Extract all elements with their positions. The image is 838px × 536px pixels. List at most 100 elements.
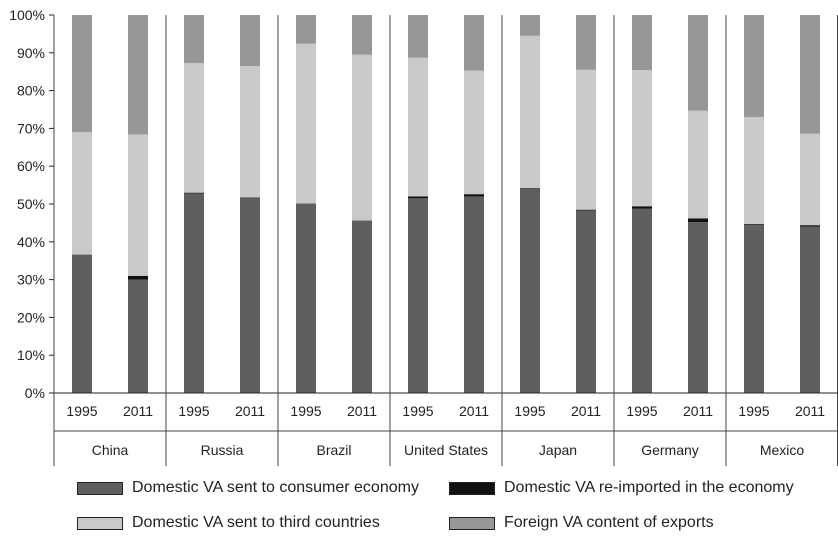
bar-segment-foreign-4 <box>296 15 316 44</box>
legend-swatch-reimported <box>449 481 495 495</box>
y-tick-label: 60% <box>17 158 45 174</box>
bar-segment-consumer-4 <box>296 204 316 393</box>
x-tick-label-year: 2011 <box>459 403 489 419</box>
bar-segment-consumer-10 <box>632 208 652 393</box>
legend-swatch-foreign <box>449 516 495 530</box>
bar-segment-third-countries-6 <box>408 57 428 197</box>
x-tick-label-year: 1995 <box>66 403 97 419</box>
legend-item-third-countries: Domestic VA sent to third countries <box>77 514 380 532</box>
bar-segment-consumer-9 <box>576 210 596 393</box>
legend-label-reimported: Domestic VA re-imported in the economy <box>504 479 794 496</box>
bar-segment-third-countries-1 <box>128 134 148 276</box>
x-tick-label-year: 2011 <box>347 403 377 419</box>
bar-segment-foreign-0 <box>72 15 92 133</box>
x-tick-label-year: 1995 <box>178 403 209 419</box>
bar-segment-reimported-3 <box>240 197 260 199</box>
bar-segment-foreign-7 <box>464 15 484 71</box>
bar-segment-consumer-13 <box>800 226 820 393</box>
x-tick-label-year: 1995 <box>626 403 657 419</box>
bar-segment-reimported-1 <box>128 275 148 280</box>
bar-segment-third-countries-2 <box>184 63 204 193</box>
bar-segment-reimported-2 <box>184 192 204 194</box>
bar-segment-third-countries-12 <box>744 117 764 225</box>
bar-segment-foreign-2 <box>184 15 204 64</box>
legend-label-third-countries: Domestic VA sent to third countries <box>132 514 380 531</box>
x-group-label: United States <box>404 442 488 458</box>
y-tick-label: 90% <box>17 45 45 61</box>
stacked-bar-chart: 0% 10% 20% 30% 40% 50% 60% 70% 80% 90% 100% 1995 201… <box>9 7 838 466</box>
x-tick-label-year: 1995 <box>738 403 769 419</box>
bar-segment-foreign-1 <box>128 15 148 135</box>
y-tick-label: 70% <box>17 120 45 136</box>
y-tick-label: 40% <box>17 234 45 250</box>
bar-segment-reimported-6 <box>408 196 428 199</box>
bar-segment-consumer-8 <box>520 188 540 393</box>
bar-segment-consumer-0 <box>72 255 92 393</box>
bar-segment-third-countries-9 <box>576 69 596 210</box>
bars-layer <box>72 15 820 393</box>
x-group-label: China <box>92 442 129 458</box>
bar-segment-reimported-7 <box>464 194 484 197</box>
bar-segment-third-countries-8 <box>520 35 540 189</box>
bar-segment-third-countries-3 <box>240 66 260 198</box>
legend: Domestic VA sent to consumer economy Dom… <box>0 470 838 536</box>
bar-segment-reimported-8 <box>520 188 540 189</box>
legend-item-consumer: Domestic VA sent to consumer economy <box>77 479 419 497</box>
bar-segment-reimported-11 <box>688 218 708 223</box>
x-tick-label-year: 2011 <box>123 403 153 419</box>
bar-segment-reimported-12 <box>744 224 764 225</box>
x-tick-label-year: 2011 <box>235 403 265 419</box>
x-tick-label-year: 2011 <box>571 403 601 419</box>
bar-segment-consumer-7 <box>464 196 484 393</box>
bar-segment-consumer-1 <box>128 279 148 393</box>
x-group-label: Brazil <box>316 442 351 458</box>
y-tick-label: 100% <box>9 7 45 23</box>
bar-segment-foreign-9 <box>576 15 596 70</box>
bar-segment-foreign-13 <box>800 15 820 134</box>
x-group-label: Japan <box>539 442 577 458</box>
bar-segment-third-countries-11 <box>688 110 708 219</box>
bar-segment-foreign-10 <box>632 15 652 71</box>
x-group-label: Germany <box>641 442 699 458</box>
x-tick-label-year: 1995 <box>402 403 433 419</box>
x-tick-label-year: 2011 <box>683 403 713 419</box>
legend-label-foreign: Foreign VA content of exports <box>504 514 714 531</box>
axes-layer <box>49 14 838 466</box>
bar-segment-third-countries-0 <box>72 132 92 255</box>
bar-segment-consumer-3 <box>240 198 260 393</box>
y-tick-label: 30% <box>17 272 45 288</box>
bar-segment-reimported-10 <box>632 206 652 209</box>
bar-segment-consumer-11 <box>688 222 708 393</box>
x-tick-label-year: 2011 <box>795 403 825 419</box>
bar-segment-third-countries-7 <box>464 70 484 195</box>
bar-segment-foreign-8 <box>520 15 540 36</box>
x-tick-label-year: 1995 <box>290 403 321 419</box>
legend-label-consumer: Domestic VA sent to consumer economy <box>132 479 419 496</box>
legend-swatch-third-countries <box>77 516 123 530</box>
bar-segment-foreign-3 <box>240 15 260 67</box>
bar-segment-foreign-6 <box>408 15 428 58</box>
bar-segment-foreign-5 <box>352 15 372 55</box>
legend-item-reimported: Domestic VA re-imported in the economy <box>449 479 794 497</box>
y-tick-label: 80% <box>17 83 45 99</box>
y-tick-label: 50% <box>17 196 45 212</box>
bar-segment-consumer-12 <box>744 224 764 393</box>
legend-swatch-consumer <box>77 481 123 495</box>
bar-segment-third-countries-5 <box>352 54 372 221</box>
bar-segment-third-countries-13 <box>800 133 820 226</box>
bar-segment-reimported-13 <box>800 225 820 227</box>
y-tick-label: 20% <box>17 309 45 325</box>
bar-segment-consumer-2 <box>184 193 204 393</box>
y-tick-label: 10% <box>17 347 45 363</box>
bar-segment-consumer-5 <box>352 221 372 393</box>
x-group-label: Russia <box>201 442 244 458</box>
bar-segment-foreign-11 <box>688 15 708 111</box>
x-group-label: Mexico <box>760 442 805 458</box>
bar-segment-third-countries-4 <box>296 43 316 204</box>
bar-segment-foreign-12 <box>744 15 764 118</box>
labels-layer: 0% 10% 20% 30% 40% 50% 60% 70% 80% 90% 100% 1995 201… <box>9 7 825 458</box>
bar-segment-third-countries-10 <box>632 70 652 207</box>
x-tick-label-year: 1995 <box>514 403 545 419</box>
bar-segment-reimported-9 <box>576 209 596 211</box>
bar-segment-consumer-6 <box>408 198 428 393</box>
